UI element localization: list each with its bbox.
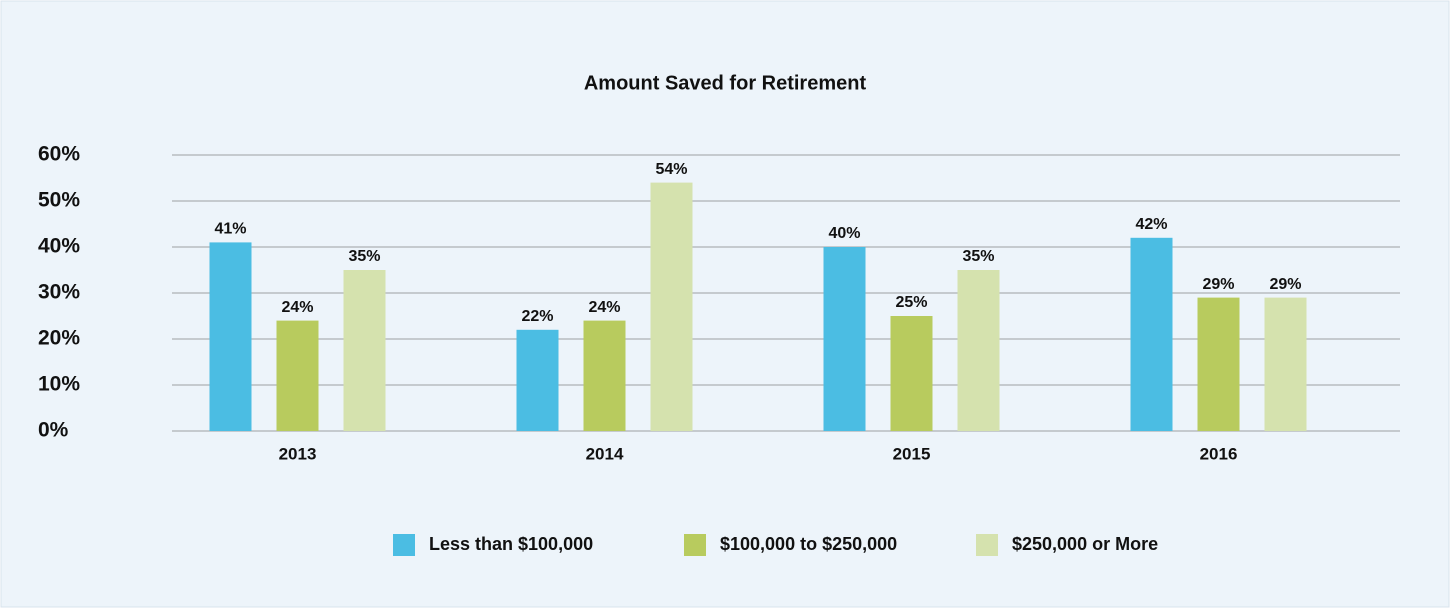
legend-swatch (684, 534, 706, 556)
bar (1130, 237, 1173, 431)
chart-title: Amount Saved for Retirement (584, 72, 867, 94)
y-tick-label: 30% (38, 281, 80, 304)
data-label: 35% (348, 248, 380, 265)
x-tick-label: 2016 (1200, 444, 1238, 463)
legend-label: $100,000 to $250,000 (720, 534, 897, 554)
y-tick-label: 0% (38, 419, 69, 442)
bar (516, 329, 559, 431)
bar (957, 270, 1000, 431)
data-label: 35% (962, 248, 994, 265)
bar (276, 320, 319, 431)
data-label: 25% (895, 294, 927, 311)
y-tick-label: 10% (38, 373, 80, 396)
data-label: 40% (828, 225, 860, 242)
y-tick-label: 60% (38, 143, 80, 166)
x-tick-label: 2015 (893, 444, 931, 463)
legend-label: $250,000 or More (1012, 534, 1158, 554)
bar (1264, 297, 1307, 431)
bar (343, 270, 386, 431)
data-label: 54% (655, 161, 687, 178)
data-label: 42% (1135, 216, 1167, 233)
data-label: 29% (1269, 276, 1301, 293)
bar (209, 242, 252, 431)
y-tick-label: 50% (38, 189, 80, 212)
legend-swatch (976, 534, 998, 556)
data-label: 41% (214, 221, 246, 238)
data-label: 22% (521, 308, 553, 325)
legend-swatch (393, 534, 415, 556)
x-tick-label: 2014 (586, 444, 624, 463)
bar (1197, 297, 1240, 431)
legend-label: Less than $100,000 (429, 534, 593, 554)
bar (650, 182, 693, 431)
data-label: 24% (588, 299, 620, 316)
x-tick-label: 2013 (279, 444, 317, 463)
bar (823, 247, 866, 431)
data-label: 24% (281, 299, 313, 316)
y-tick-label: 40% (38, 235, 80, 258)
data-label: 29% (1202, 276, 1234, 293)
bar (583, 320, 626, 431)
bar (890, 316, 933, 431)
y-tick-label: 20% (38, 327, 80, 350)
